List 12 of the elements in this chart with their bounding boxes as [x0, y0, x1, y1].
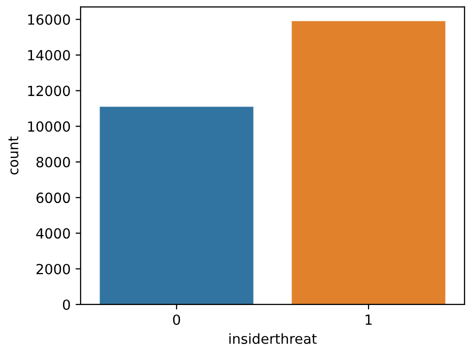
y-tick-label: 12000: [28, 86, 70, 96]
y-tick-label: 6000: [36, 192, 70, 204]
x-tick-label: 1: [366, 314, 372, 325]
y-tick-label: 8000: [36, 156, 70, 168]
y-tick-label: 0: [62, 299, 70, 310]
y-tick-label: 10000: [28, 121, 70, 132]
y-tick-label: 2000: [36, 264, 70, 274]
y-axis-title: count: [8, 136, 18, 175]
y-tick-label: 16000: [28, 14, 70, 25]
x-axis-title: insiderthreat: [229, 333, 317, 344]
y-tick-label: 4000: [36, 228, 70, 239]
y-tick-label: 14000: [28, 50, 70, 61]
